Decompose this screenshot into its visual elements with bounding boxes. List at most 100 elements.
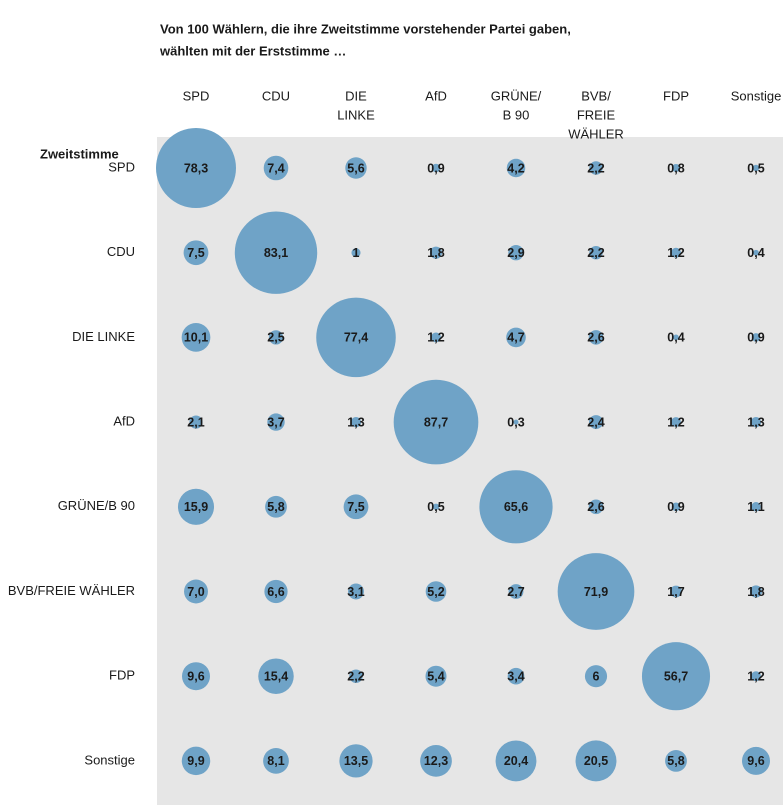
bubble <box>741 746 771 775</box>
bubble <box>641 642 711 711</box>
bubble <box>420 745 452 777</box>
bubble <box>751 333 761 342</box>
value-label: 0,9 <box>427 161 444 175</box>
value-label: 2,2 <box>587 246 604 260</box>
bubble <box>589 245 603 260</box>
value-label: 71,9 <box>584 585 608 599</box>
value-label: 2,6 <box>587 500 604 514</box>
column-header: B 90 <box>503 107 530 122</box>
bubble <box>671 502 681 512</box>
value-label: 1,7 <box>667 585 684 599</box>
value-label: 20,5 <box>584 754 608 768</box>
row-label: DIE LINKE <box>72 329 135 344</box>
bubble <box>351 248 361 258</box>
value-label: 3,4 <box>507 669 524 683</box>
bubble <box>584 665 608 688</box>
bubble <box>258 658 294 694</box>
bubble <box>348 583 364 600</box>
value-label: 0,9 <box>667 500 684 514</box>
bubble <box>263 155 289 181</box>
value-label: 5,8 <box>267 500 284 514</box>
value-label: 3,1 <box>347 585 364 599</box>
bubble <box>432 503 440 510</box>
value-label: 78,3 <box>184 161 208 175</box>
value-label: 1,3 <box>747 415 764 429</box>
value-label: 2,4 <box>587 415 604 429</box>
value-label: 2,2 <box>347 669 364 683</box>
bubble <box>316 297 396 378</box>
value-label: 9,6 <box>747 754 764 768</box>
bubble <box>264 579 288 604</box>
bubble <box>345 157 367 179</box>
bubble <box>350 416 362 428</box>
column-header: GRÜNE/ <box>491 88 542 103</box>
value-label: 8,1 <box>267 754 284 768</box>
bubble <box>665 750 687 772</box>
bubble <box>425 581 447 602</box>
value-label: 56,7 <box>664 669 688 683</box>
column-header: SPD <box>183 88 210 103</box>
value-label: 1,1 <box>747 500 764 514</box>
value-label: 5,2 <box>427 585 444 599</box>
value-label: 2,9 <box>507 246 524 260</box>
bubble <box>508 245 524 261</box>
bubble <box>431 332 441 343</box>
value-label: 15,4 <box>264 669 288 683</box>
bubble <box>184 579 208 604</box>
column-header: LINKE <box>337 107 375 122</box>
bubble <box>479 470 553 544</box>
value-label: 0,4 <box>747 246 764 260</box>
value-label: 0,5 <box>747 161 764 175</box>
value-label: 6 <box>593 669 600 683</box>
value-label: 4,2 <box>507 161 524 175</box>
column-header: DIE <box>345 88 367 103</box>
column-header: Sonstige <box>731 88 782 103</box>
value-label: 5,6 <box>347 161 364 175</box>
value-label: 2,2 <box>587 161 604 175</box>
bubble <box>749 585 763 598</box>
value-label: 6,6 <box>267 585 284 599</box>
bubble <box>339 744 373 778</box>
column-header: WÄHLER <box>568 126 624 141</box>
value-label: 3,7 <box>267 415 284 429</box>
bubble <box>343 494 369 520</box>
column-header: BVB/ <box>581 88 611 103</box>
bubble <box>263 748 289 774</box>
value-label: 2,6 <box>587 331 604 345</box>
row-label: BVB/FREIE WÄHLER <box>8 583 135 598</box>
bubble <box>431 163 441 173</box>
bubble <box>507 667 525 685</box>
value-label: 7,5 <box>347 500 364 514</box>
row-label: FDP <box>109 668 135 683</box>
row-label: CDU <box>107 244 135 259</box>
bubble <box>506 158 526 178</box>
chart-title: wählten mit der Erststimme … <box>159 43 346 58</box>
value-label: 0,8 <box>667 161 684 175</box>
bubble <box>181 662 211 691</box>
column-header: FREIE <box>577 107 616 122</box>
bubble <box>265 495 287 518</box>
value-label: 15,9 <box>184 500 208 514</box>
value-label: 1,8 <box>747 585 764 599</box>
bubble <box>673 334 679 341</box>
value-label: 0,4 <box>667 331 684 345</box>
bubble <box>189 415 203 429</box>
bubble <box>588 499 604 515</box>
bubble <box>589 161 603 175</box>
bubble <box>557 553 635 630</box>
row-label: GRÜNE/B 90 <box>58 498 135 513</box>
bubble <box>429 246 443 259</box>
bubble <box>425 665 447 687</box>
bubble <box>234 211 318 294</box>
bubble <box>268 330 284 345</box>
value-label: 1,2 <box>667 415 684 429</box>
value-label: 1,3 <box>347 415 364 429</box>
value-label: 2,1 <box>187 415 204 429</box>
bubble <box>495 740 537 782</box>
value-label: 2,5 <box>267 331 284 345</box>
row-label: SPD <box>108 159 135 174</box>
column-header: CDU <box>262 88 290 103</box>
column-header: AfD <box>425 88 447 103</box>
bubble <box>575 740 617 782</box>
